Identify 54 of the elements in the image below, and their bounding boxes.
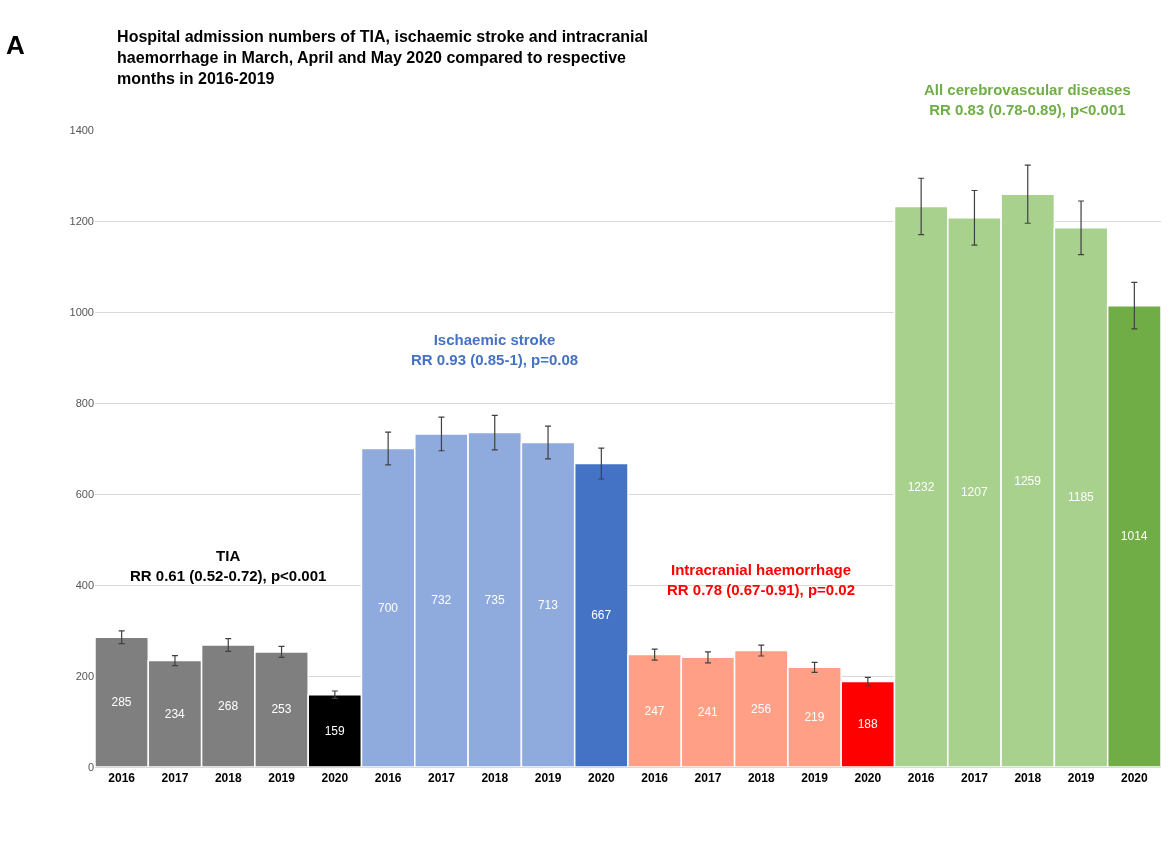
data-label: 219	[804, 710, 825, 725]
y-tick-label: 1400	[69, 123, 94, 136]
x-tick-label: 2017	[161, 771, 189, 786]
x-tick-label: 2020	[588, 771, 616, 786]
chart-title: Hospital admission numbers of TIA, ischaemic stroke and intracranial haemorrhage in March, April and May 2020 compared to respective months in 2016-2019	[117, 28, 648, 87]
x-tick-label: 2017	[961, 771, 989, 786]
data-label: 732	[431, 593, 452, 608]
data-label: 713	[537, 597, 559, 612]
data-label: 268	[218, 699, 239, 714]
x-tick-label: 2019	[268, 771, 296, 786]
x-tick-label: 2017	[694, 771, 722, 786]
data-label: 1232	[907, 479, 935, 494]
y-tick-label: 1000	[69, 305, 94, 318]
y-tick-label: 600	[75, 487, 94, 500]
data-label: 1207	[960, 485, 988, 500]
x-tick-label: 2018	[481, 771, 509, 786]
x-tick-label: 2016	[907, 771, 935, 786]
y-tick-label: 800	[75, 396, 94, 409]
x-tick-label: 2019	[1067, 771, 1095, 786]
x-tick-label: 2016	[641, 771, 669, 786]
annotation: Ischaemic stroke RR 0.93 (0.85-1), p=0.08	[411, 331, 579, 368]
data-label: 735	[484, 592, 505, 607]
x-tick-label: 2019	[801, 771, 829, 786]
data-label: 667	[591, 608, 612, 623]
x-tick-label: 2020	[1121, 771, 1149, 786]
data-label: 234	[164, 706, 186, 721]
x-tick-label: 2018	[214, 771, 242, 786]
data-label: 253	[271, 702, 292, 717]
annotation: TIA RR 0.61 (0.52-0.72), p<0.001	[130, 547, 327, 584]
text: A	[6, 30, 25, 60]
x-tick-label: 2018	[1014, 771, 1042, 786]
x-tick-label: 2016	[374, 771, 402, 786]
y-tick-label: 1200	[69, 214, 94, 227]
x-tick-label: 2020	[321, 771, 349, 786]
data-label: 159	[324, 723, 346, 738]
y-tick-label: 400	[75, 578, 94, 591]
y-tick-label: 200	[75, 669, 94, 682]
data-label: 700	[377, 600, 399, 615]
data-label: 241	[697, 705, 719, 720]
x-tick-label: 2018	[747, 771, 775, 786]
data-label: 1185	[1067, 490, 1095, 505]
text: All cerebrovascular diseases RR 0.83 (0.78-0.89), p<0.001	[924, 81, 1131, 118]
data-label: 188	[857, 717, 879, 732]
x-tick-label: 2019	[534, 771, 562, 786]
x-tick-label: 2017	[428, 771, 456, 786]
data-label: 1014	[1120, 529, 1148, 544]
data-label: 247	[644, 703, 665, 718]
data-label: 256	[751, 701, 772, 716]
annotation: Intracranial haemorrhage RR 0.78 (0.67-0.91), p=0.02	[667, 561, 856, 598]
y-tick-label: 0	[87, 760, 94, 773]
x-tick-label: 2020	[854, 771, 882, 786]
x-tick-label: 2016	[108, 771, 136, 786]
data-label: 1259	[1014, 473, 1042, 488]
data-label: 285	[111, 695, 132, 710]
